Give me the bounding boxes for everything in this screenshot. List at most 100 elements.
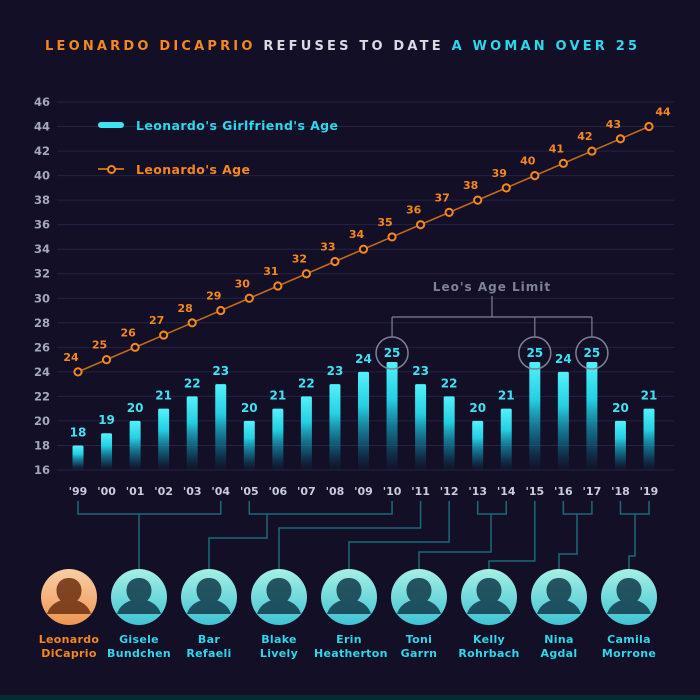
person-nina-agdal: Nina Agdal <box>524 569 594 661</box>
leo-age-value-'11: 36 <box>406 204 422 217</box>
page-title: LEONARDO DICAPRIO REFUSES TO DATE A WOMA… <box>45 39 640 54</box>
bar-value-'99: 18 <box>70 425 87 439</box>
leo-age-value-'16: 41 <box>549 142 564 155</box>
bar-value-'18: 20 <box>612 401 629 415</box>
leo-age-value-'07: 32 <box>292 253 307 266</box>
x-axis-label-'19: '19 <box>640 485 659 498</box>
leo-age-value-'15: 40 <box>520 155 536 168</box>
x-axis-label-'05: '05 <box>240 485 259 498</box>
bar-'14 <box>500 408 512 470</box>
y-axis-label-42: 42 <box>34 144 50 158</box>
x-axis-label-'07: '07 <box>297 485 316 498</box>
y-axis-label-18: 18 <box>34 438 50 452</box>
avatar <box>251 569 307 625</box>
leo-age-point-'07 <box>301 269 311 279</box>
x-axis-label-'11: '11 <box>411 485 430 498</box>
connector-morrone <box>628 514 636 570</box>
legend-item-girlfriend-age: Leonardo's Girlfriend's Age <box>98 116 338 134</box>
person-first-name: Erin <box>336 633 362 646</box>
leo-age-point-'10 <box>387 232 397 242</box>
x-axis-label-'18: '18 <box>611 485 630 498</box>
x-axis-label-'04: '04 <box>211 485 230 498</box>
bar-'17 <box>586 362 598 470</box>
person-erin-heatherton: Erin Heatherton <box>314 569 388 661</box>
bar-'10 <box>386 362 398 470</box>
leo-age-value-'02: 27 <box>149 314 164 327</box>
x-axis-label-'12: '12 <box>440 485 459 498</box>
person-last-name: Bundchen <box>107 647 171 660</box>
leo-age-value-'00: 25 <box>92 339 107 352</box>
leo-age-point-'16 <box>558 158 568 168</box>
leo-age-value-'06: 31 <box>263 265 278 278</box>
bar-'99 <box>72 445 84 470</box>
person-first-name: Toni <box>405 633 433 646</box>
x-axis-label-'00: '00 <box>97 485 116 498</box>
bar-value-'17: 25 <box>584 346 601 360</box>
leo-age-point-'11 <box>416 220 426 230</box>
person-first-name: Kelly <box>472 633 505 646</box>
leo-age-value-'19: 44 <box>655 106 671 119</box>
bar-'09 <box>358 371 369 470</box>
y-axis-label-40: 40 <box>34 169 50 183</box>
leo-age-point-'12 <box>444 207 454 217</box>
bar-value-'16: 24 <box>555 352 572 366</box>
bar-'02 <box>158 408 170 470</box>
person-bar-refaeli: Bar Refaeli <box>174 569 244 661</box>
leo-age-point-'03 <box>187 318 197 328</box>
bar-value-'14: 21 <box>498 389 515 403</box>
bar-'19 <box>643 408 655 470</box>
y-axis-label-36: 36 <box>34 218 50 232</box>
bar-'16 <box>557 371 569 470</box>
x-axis-label-'14: '14 <box>497 485 516 498</box>
bar-'13 <box>472 420 484 470</box>
person-name: Blake Lively <box>244 633 314 661</box>
connector-lively <box>278 501 422 570</box>
x-axis-label-'09: '09 <box>354 485 373 498</box>
person-first-name: Bar <box>197 633 221 646</box>
person-name: Leonardo DiCaprio <box>34 633 104 661</box>
avatar <box>321 569 377 625</box>
person-last-name: Heatherton <box>314 647 388 660</box>
y-axis-label-38: 38 <box>34 193 50 207</box>
bar-'01 <box>129 420 141 470</box>
x-axis-label-'15: '15 <box>525 485 544 498</box>
y-axis-label-28: 28 <box>34 316 50 330</box>
title-middle: REFUSES TO DATE <box>263 39 444 54</box>
bar-value-'00: 19 <box>98 413 115 427</box>
title-highlight: A WOMAN OVER 25 <box>451 39 641 54</box>
leo-age-point-'08 <box>330 256 340 267</box>
leo-age-point-'09 <box>358 244 369 254</box>
leo-age-value-'10: 35 <box>377 216 392 229</box>
person-first-name: Blake <box>261 633 297 646</box>
bottom-accent-strip <box>0 695 700 700</box>
leo-age-point-'04 <box>216 305 226 316</box>
bar-swatch-icon <box>98 122 124 128</box>
person-name: Toni Garrn <box>384 633 454 661</box>
person-first-name: Camila <box>607 633 651 646</box>
leo-age-value-'01: 26 <box>120 326 136 339</box>
x-axis-label-'01: '01 <box>126 485 145 498</box>
connector-refaeli <box>208 514 268 570</box>
leo-age-value-'08: 33 <box>320 240 335 253</box>
title-subject: LEONARDO DICAPRIO <box>45 39 256 54</box>
y-axis-label-30: 30 <box>34 291 50 305</box>
leo-age-point-'06 <box>273 281 283 291</box>
y-axis-label-32: 32 <box>34 267 50 281</box>
bar-value-'13: 20 <box>469 401 486 415</box>
bar-value-'02: 21 <box>155 389 172 403</box>
bar-value-'09: 24 <box>355 352 372 366</box>
person-last-name: Agdal <box>540 647 578 660</box>
connector-garrn <box>418 514 492 570</box>
leo-age-point-'00 <box>101 355 112 365</box>
legend-girlfriend-label: Leonardo's Girlfriend's Age <box>136 117 339 133</box>
leo-age-value-'14: 39 <box>492 167 507 180</box>
person-name: Erin Heatherton <box>314 633 388 661</box>
leo-age-point-'05 <box>244 293 254 303</box>
person-first-name: Gisele <box>119 633 159 646</box>
person-toni-garrn: Toni Garrn <box>384 569 454 661</box>
person-blake-lively: Blake Lively <box>244 569 314 661</box>
bar-'18 <box>614 420 626 470</box>
bar-value-'12: 22 <box>441 376 458 390</box>
